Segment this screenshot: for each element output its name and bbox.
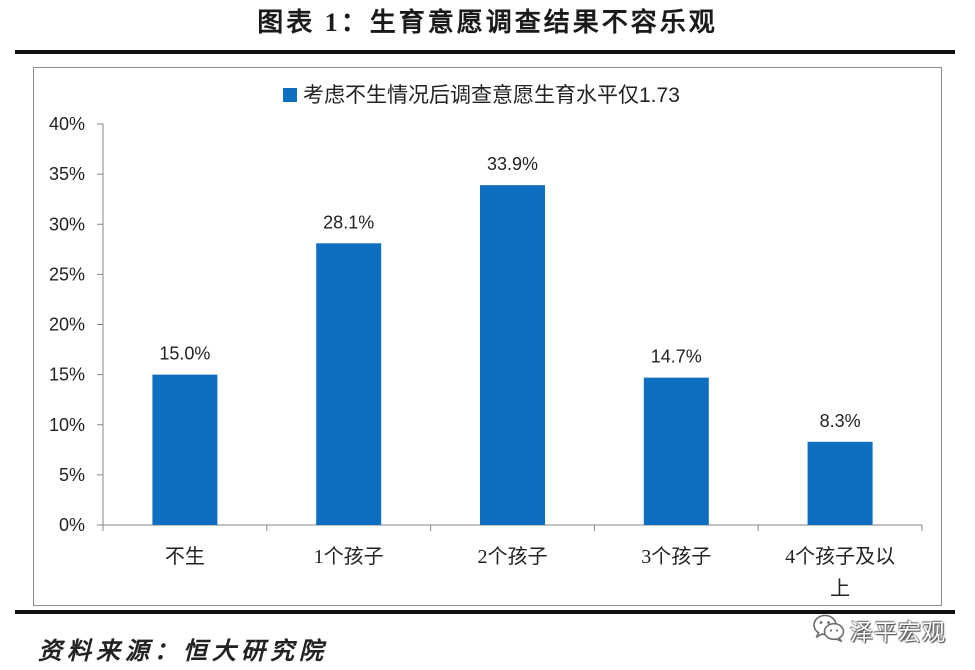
bar-chart: 考虑不生情况后调查意愿生育水平仅1.73 0% 5% 10% 15% 20% 25% 30%…: [33, 67, 942, 606]
watermark: 泽平宏观: [812, 613, 946, 647]
chart-bar: [807, 441, 873, 525]
y-tick-label: 10%: [49, 415, 85, 435]
x-category-label: 1个孩子: [313, 546, 384, 568]
y-tick-label: 5%: [59, 465, 85, 485]
y-tick-label: 35%: [49, 164, 85, 184]
x-axis-labels: 不生 1个孩子 2个孩子 3个孩子 4个孩子及以上: [33, 67, 942, 606]
chart-frame: 考虑不生情况后调查意愿生育水平仅1.73 0% 5% 10% 15% 20% 25% 30%…: [33, 67, 942, 606]
data-label: 8.3%: [820, 411, 861, 431]
y-tick-label: 15%: [49, 365, 85, 385]
x-category-label: 不生: [164, 546, 205, 568]
x-category-label: 2个孩子: [477, 546, 548, 568]
chart-border: [33, 67, 942, 606]
legend: 考虑不生情况后调查意愿生育水平仅1.73: [283, 84, 680, 107]
wechat-icon: [812, 613, 846, 648]
y-tick-label: 20%: [49, 315, 85, 335]
legend-label: 考虑不生情况后调查意愿生育水平仅1.73: [303, 84, 680, 107]
data-label: 28.1%: [323, 212, 374, 232]
chart-bar: [316, 243, 382, 526]
chart-title: 图表 1：生育意愿调查结果不容乐观: [257, 8, 718, 37]
x-category-label: 3个孩子: [641, 546, 712, 568]
chart-bar: [480, 185, 545, 525]
y-tick-label: 0%: [59, 515, 85, 535]
bottom-rule: [15, 610, 955, 614]
top-rule: [15, 50, 955, 54]
legend-swatch: [283, 88, 297, 102]
data-label: 14.7%: [651, 347, 702, 367]
source-note: 资料来源：恒大研究院: [38, 639, 328, 665]
y-tick-label: 30%: [49, 214, 85, 234]
watermark-text: 泽平宏观: [850, 619, 946, 645]
y-tick-label: 40%: [49, 114, 85, 134]
data-label: 15.0%: [159, 344, 210, 364]
chart-marks: 0% 5% 10% 15% 20% 25% 30% 35% 40% 15.0% 28.1% 33.9%…: [49, 114, 923, 535]
data-label: 33.9%: [487, 154, 538, 174]
chart-bar: [152, 374, 218, 525]
chart-bar: [643, 377, 709, 525]
x-category-label: 4个孩子及以上: [785, 546, 896, 600]
y-tick-label: 25%: [49, 264, 85, 284]
